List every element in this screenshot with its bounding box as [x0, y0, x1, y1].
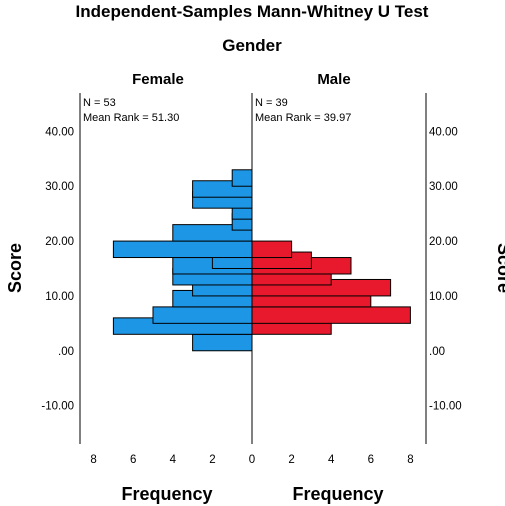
y-tick-right: -10.00 — [429, 401, 462, 413]
x-axis-label-right: Frequency — [292, 484, 383, 504]
x-tick-left: 4 — [170, 454, 177, 466]
y-tick-left: 40.00 — [45, 126, 74, 138]
y-tick-left: .00 — [58, 346, 74, 358]
bar-female — [192, 333, 253, 352]
y-tick-left: -10.00 — [41, 401, 74, 413]
male-mean-rank: Mean Rank = 39.97 — [255, 112, 351, 124]
x-tick-left: 0 — [249, 454, 255, 466]
y-axis-label-right: Score — [494, 243, 505, 293]
y-tick-left: 20.00 — [45, 236, 74, 248]
y-tick-right: 10.00 — [429, 291, 458, 303]
x-tick-right: 2 — [288, 454, 294, 466]
bar-female — [112, 240, 253, 259]
y-tick-right: 30.00 — [429, 181, 458, 193]
y-tick-right: 40.00 — [429, 126, 458, 138]
bar-female — [152, 306, 253, 324]
x-tick-left: 6 — [130, 454, 136, 466]
chart-title: Independent-Samples Mann-Whitney U Test — [76, 2, 429, 21]
bar-male — [251, 306, 411, 324]
y-tick-left: 30.00 — [45, 181, 74, 193]
x-tick-right: 8 — [407, 454, 413, 466]
x-tick-left: 8 — [90, 454, 96, 466]
y-axis-label-left: Score — [5, 243, 25, 293]
x-tick-right: 4 — [328, 454, 335, 466]
male-n: N = 39 — [255, 97, 288, 109]
x-axis-label-left: Frequency — [121, 484, 212, 504]
y-tick-right: .00 — [429, 346, 445, 358]
x-tick-right: 6 — [368, 454, 374, 466]
y-tick-right: 20.00 — [429, 236, 458, 248]
bar-male — [251, 240, 293, 259]
panel-title-male: Male — [317, 71, 350, 88]
female-n: N = 53 — [83, 97, 116, 109]
panel-title-female: Female — [132, 71, 184, 88]
y-tick-left: 10.00 — [45, 291, 74, 303]
x-tick-left: 2 — [209, 454, 215, 466]
grouping-label: Gender — [222, 36, 282, 55]
bar-female — [231, 169, 253, 187]
female-mean-rank: Mean Rank = 51.30 — [83, 112, 179, 124]
